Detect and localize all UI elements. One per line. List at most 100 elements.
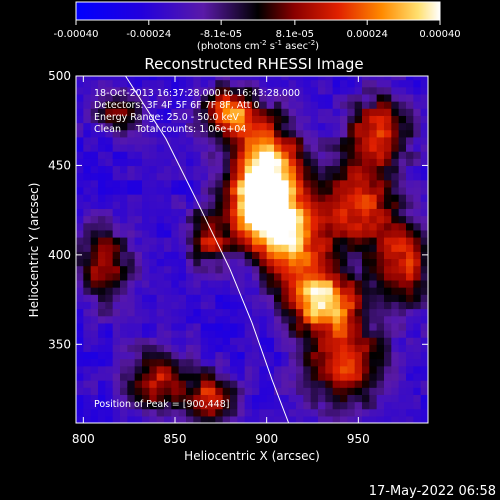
heatmap-cell — [369, 172, 378, 181]
heatmap-cell — [303, 122, 312, 131]
heatmap-cell — [398, 401, 407, 410]
heatmap-cell — [354, 93, 363, 102]
heatmap-cell — [149, 86, 158, 95]
heatmap-cell — [134, 244, 143, 252]
heatmap-cell — [420, 244, 428, 252]
heatmap-cell — [376, 76, 385, 81]
heatmap-cell — [156, 401, 165, 410]
heatmap-cell — [134, 394, 143, 403]
solar-limb-curve — [125, 76, 290, 423]
heatmap-cell — [112, 165, 121, 174]
heatmap-cell — [244, 122, 253, 131]
heatmap-cell — [156, 143, 165, 152]
heatmap-cell — [332, 265, 341, 274]
heatmap-cell — [83, 136, 92, 145]
heatmap-cell — [200, 86, 209, 95]
heatmap-cell — [332, 136, 341, 145]
heatmap-cell — [369, 322, 378, 331]
heatmap-cell — [384, 308, 392, 317]
heatmap-cell — [369, 279, 378, 288]
heatmap-cell — [200, 229, 209, 238]
heatmap-cell — [186, 294, 194, 302]
heatmap-cell — [98, 179, 106, 188]
heatmap-cell — [274, 93, 282, 102]
heatmap-cell — [274, 179, 282, 188]
heatmap-cell — [266, 236, 275, 245]
heatmap-cell — [274, 229, 282, 238]
heatmap-cell — [186, 415, 194, 423]
heatmap-cell — [406, 143, 414, 152]
heatmap-cell — [193, 158, 202, 167]
heatmap-cell — [259, 236, 268, 245]
heatmap-cell — [90, 308, 99, 317]
heatmap-cell — [76, 108, 84, 116]
heatmap-cell — [171, 201, 180, 209]
heatmap-cell — [98, 76, 106, 81]
heatmap-cell — [193, 122, 202, 131]
heatmap-cell — [332, 244, 341, 252]
heatmap-cell — [142, 172, 150, 181]
heatmap-cell — [98, 258, 106, 267]
heatmap-cell — [347, 158, 356, 167]
heatmap-cell — [164, 415, 172, 423]
heatmap-cell — [413, 244, 422, 252]
heatmap-cell — [391, 308, 400, 317]
heatmap-cell — [281, 372, 290, 381]
heatmap-cell — [149, 79, 158, 88]
colorbar-units: (photons cm-2 s-1 asec-2) — [197, 39, 319, 52]
heatmap-cell — [105, 194, 114, 202]
heatmap-cell — [171, 222, 180, 231]
heatmap-cell — [288, 143, 297, 152]
heatmap-cell — [266, 158, 275, 167]
heatmap-cell — [222, 372, 231, 381]
heatmap-cell — [266, 315, 275, 324]
heatmap-cell — [266, 136, 275, 145]
heatmap-cell — [274, 294, 282, 302]
heatmap-cell — [274, 86, 282, 95]
heatmap-cell — [112, 344, 121, 353]
heatmap-cell — [369, 272, 378, 281]
heatmap-cell — [296, 244, 304, 252]
heatmap-cell — [215, 101, 224, 109]
heatmap-cell — [193, 315, 202, 324]
heatmap-cell — [413, 194, 422, 202]
heatmap-cell — [391, 79, 400, 88]
heatmap-cell — [318, 172, 326, 181]
heatmap-cell — [149, 236, 158, 245]
heatmap-cell — [244, 408, 253, 417]
heatmap-cell — [193, 208, 202, 217]
heatmap-cell — [186, 143, 194, 152]
heatmap-cell — [164, 279, 172, 288]
heatmap-cell — [376, 129, 385, 138]
heatmap-cell — [142, 394, 150, 403]
heatmap-cell — [215, 337, 224, 345]
heatmap-cell — [303, 415, 312, 423]
heatmap-cell — [296, 394, 304, 403]
heatmap-cell — [134, 129, 143, 138]
heatmap-cell — [318, 251, 326, 260]
heatmap-cell — [222, 265, 231, 274]
heatmap-cell — [420, 265, 428, 274]
heatmap-cell — [193, 394, 202, 403]
heatmap-cell — [384, 358, 392, 367]
heatmap-cell — [420, 387, 428, 395]
heatmap-cell — [156, 272, 165, 281]
heatmap-cell — [369, 122, 378, 131]
heatmap-cell — [281, 115, 290, 124]
heatmap-cell — [105, 165, 114, 174]
heatmap-cell — [274, 158, 282, 167]
heatmap-cell — [76, 394, 84, 403]
heatmap-cell — [354, 158, 363, 167]
heatmap-cell — [362, 79, 370, 88]
heatmap-cell — [288, 380, 297, 388]
heatmap-cell — [406, 294, 414, 302]
heatmap-cell — [369, 329, 378, 338]
heatmap-cell — [208, 165, 216, 174]
heatmap-cell — [281, 365, 290, 374]
heatmap-cell — [105, 143, 114, 152]
heatmap-cell — [134, 201, 143, 209]
heatmap-cell — [142, 337, 150, 345]
heatmap-cell — [325, 129, 334, 138]
heatmap-cell — [362, 86, 370, 95]
heatmap-cell — [83, 337, 92, 345]
